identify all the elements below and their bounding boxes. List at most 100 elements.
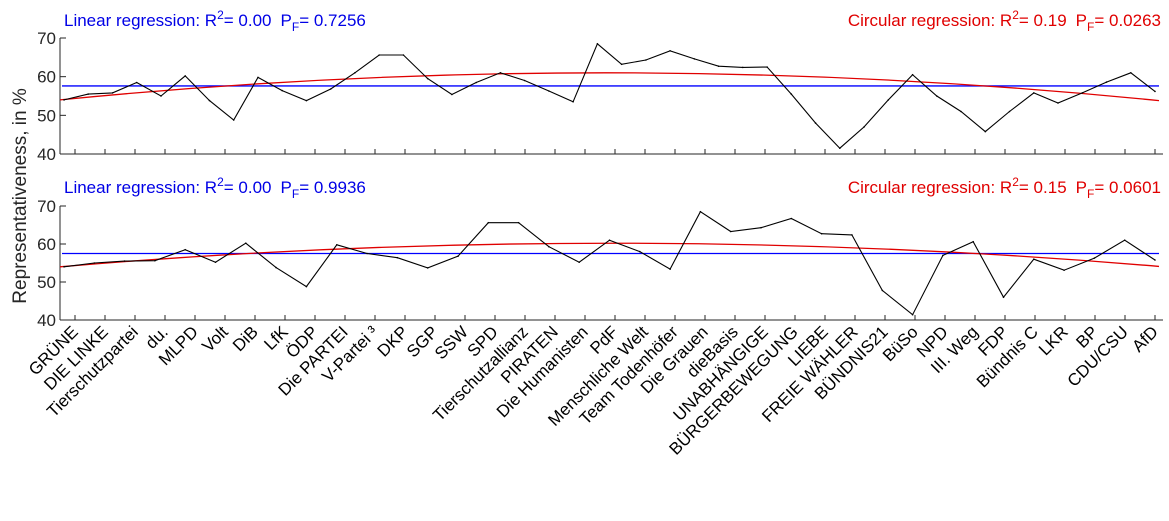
data-point (427, 78, 429, 80)
data-point (766, 66, 768, 68)
panel-2-circular-pf: = 0.0601 (1094, 178, 1161, 197)
panel-2-circular-pf-sub: F (1087, 187, 1094, 201)
data-point (645, 59, 647, 61)
y-tick-label: 60 (37, 68, 56, 87)
panel-1-circular-pf: = 0.0263 (1094, 11, 1161, 30)
category-label: AfD (1128, 322, 1161, 355)
y-tick-label: 50 (37, 273, 56, 292)
data-point (1094, 257, 1096, 259)
panel-1-linear-label: Linear regression: R (64, 11, 217, 30)
data-point (397, 257, 399, 259)
data-point (154, 260, 156, 262)
data-point (215, 261, 217, 263)
data-point (524, 80, 526, 82)
data-point (718, 65, 720, 67)
data-point (936, 95, 938, 97)
panel-1: Linear regression: R2= 0.00 PF= 0.7256 Ci… (37, 8, 1163, 164)
data-point (233, 119, 235, 121)
representativeness-line (64, 212, 1155, 315)
category-label: DiB (229, 322, 262, 355)
panel-1-linear-pf-prefix: P (281, 11, 292, 30)
data-point (275, 267, 277, 269)
data-point (136, 82, 138, 84)
panel-2-linear-stat: Linear regression: R2= 0.00 PF= 0.9936 (64, 175, 366, 201)
panel-2-axes (60, 206, 1163, 320)
data-point (851, 234, 853, 236)
data-point (972, 241, 974, 243)
data-point (281, 90, 283, 92)
data-point (500, 72, 502, 74)
data-point (378, 54, 380, 56)
panel-2-data-series (63, 211, 1156, 316)
data-point (1033, 92, 1035, 94)
panel-2-circular-stat: Circular regression: R2= 0.15 PF= 0.0601 (848, 175, 1161, 201)
y-tick-label: 60 (37, 235, 56, 254)
data-point (1130, 72, 1132, 74)
data-point (669, 268, 671, 270)
data-point (572, 101, 574, 103)
data-point (184, 249, 186, 251)
circular-regression-curve (60, 243, 1159, 267)
panel-1-linear-pf-sub: F (292, 20, 299, 34)
circular-regression-curve (60, 73, 1159, 101)
data-point (669, 50, 671, 52)
data-point (1124, 239, 1126, 241)
data-point (451, 94, 453, 96)
category-label: SSW (431, 322, 472, 363)
y-tick-label: 70 (37, 29, 56, 48)
data-point (578, 261, 580, 263)
data-point (1003, 296, 1005, 298)
panel-2-y-ticks: 40 50 60 70 (37, 197, 1155, 330)
data-point (63, 266, 65, 268)
data-point (1106, 81, 1108, 83)
data-point (815, 122, 817, 124)
data-point (700, 211, 702, 213)
data-point (94, 262, 96, 264)
data-point (548, 90, 550, 92)
panel-1-circular-pf-sub: F (1087, 20, 1094, 34)
data-point (457, 255, 459, 257)
data-point (1009, 111, 1011, 113)
panel-1-data-series (63, 43, 1156, 149)
data-point (597, 43, 599, 45)
data-point (306, 100, 308, 102)
panel-2-linear-label: Linear regression: R (64, 178, 217, 197)
data-point (791, 218, 793, 220)
representativeness-line (64, 44, 1155, 148)
data-point (1082, 92, 1084, 94)
y-tick-label: 50 (37, 106, 56, 125)
data-point (87, 93, 89, 95)
panel-1-linear-r2: = 0.00 (224, 11, 272, 30)
category-label: LKR (1035, 322, 1072, 359)
data-point (403, 54, 405, 56)
data-point (1033, 258, 1035, 260)
data-point (330, 88, 332, 90)
panel-2-circular-fit (60, 243, 1159, 267)
data-point (354, 72, 356, 74)
panel-1-linear-pf: = 0.7256 (299, 11, 366, 30)
data-point (912, 314, 914, 316)
data-point (257, 77, 259, 79)
data-point (985, 131, 987, 133)
category-label: Volt (198, 322, 232, 356)
panel-2-circular-r2: = 0.15 (1019, 178, 1067, 197)
data-point (960, 111, 962, 113)
data-point (427, 267, 429, 269)
panel-2-linear-pf: = 0.9936 (299, 178, 366, 197)
data-point (336, 244, 338, 246)
data-point (306, 286, 308, 288)
category-label: BüSo (879, 322, 922, 365)
y-axis-label: Representativeness, in % (10, 88, 31, 304)
data-point (63, 99, 65, 101)
data-point (863, 126, 865, 128)
data-point (791, 93, 793, 95)
panel-2-circular-pf-prefix: P (1076, 178, 1087, 197)
panel-2-linear-pf-prefix: P (281, 178, 292, 197)
panel-2-linear-pf-sub: F (292, 187, 299, 201)
data-point (518, 222, 520, 224)
data-point (912, 74, 914, 76)
data-point (112, 92, 114, 94)
data-point (548, 246, 550, 248)
